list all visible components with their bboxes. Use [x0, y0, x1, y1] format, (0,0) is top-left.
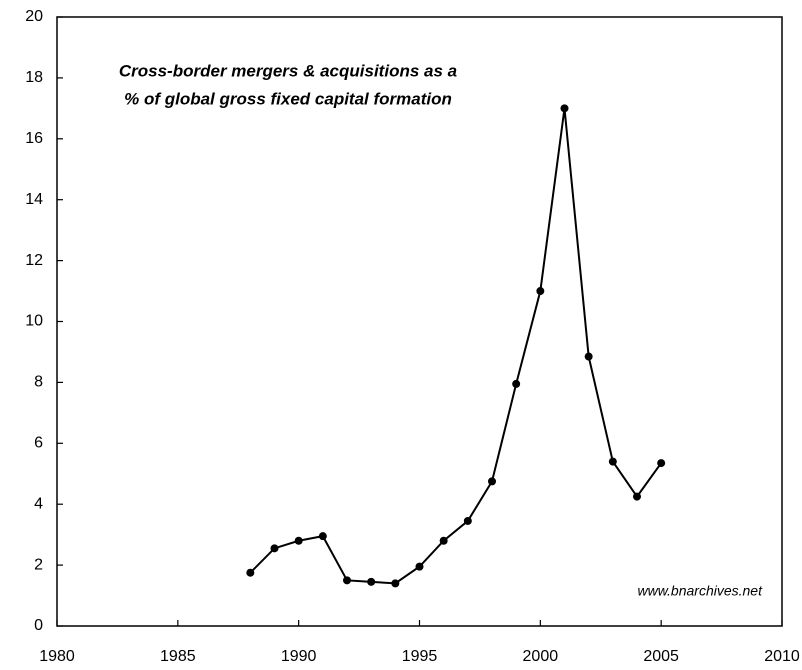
data-point	[343, 576, 351, 585]
data-point	[415, 562, 424, 571]
data-point	[246, 568, 255, 577]
x-tick-label: 1990	[281, 648, 317, 665]
y-tick-label: 16	[25, 130, 43, 147]
x-tick-label: 2000	[523, 648, 559, 665]
annotation: www.bnarchives.net	[637, 583, 763, 599]
data-point	[367, 577, 376, 586]
data-point	[584, 352, 593, 361]
data-point	[536, 287, 545, 296]
data-point	[512, 379, 521, 388]
y-tick-label: 18	[25, 69, 43, 86]
x-tick-label: 2005	[643, 648, 679, 665]
data-point	[633, 492, 641, 501]
data-point	[391, 579, 400, 588]
chart-title: % of global gross fixed capital formatio…	[124, 89, 452, 108]
data-point	[439, 536, 448, 545]
y-tick-label: 6	[34, 435, 43, 452]
y-tick-label: 14	[25, 191, 43, 208]
y-tick-label: 12	[25, 252, 43, 269]
x-tick-label: 1995	[402, 648, 438, 665]
data-point	[270, 544, 279, 553]
x-tick-label: 1985	[160, 648, 196, 665]
y-tick-label: 8	[34, 374, 43, 391]
data-point	[657, 459, 666, 468]
data-point	[318, 532, 327, 541]
data-line	[249, 108, 662, 585]
y-tick-label: 0	[34, 617, 43, 634]
y-tick-label: 10	[25, 313, 43, 330]
data-point	[294, 536, 303, 545]
y-tick-label: 20	[25, 8, 43, 25]
y-tick-label: 2	[34, 556, 43, 573]
y-tick-label: 4	[34, 495, 43, 512]
data-point	[608, 457, 617, 466]
data-point	[560, 104, 569, 113]
x-tick-label: 2010	[764, 648, 800, 665]
data-point	[463, 516, 472, 525]
chart-title: Cross-border mergers & acquisitions as a	[119, 61, 457, 80]
data-point	[488, 477, 496, 486]
x-tick-label: 1980	[39, 648, 75, 665]
